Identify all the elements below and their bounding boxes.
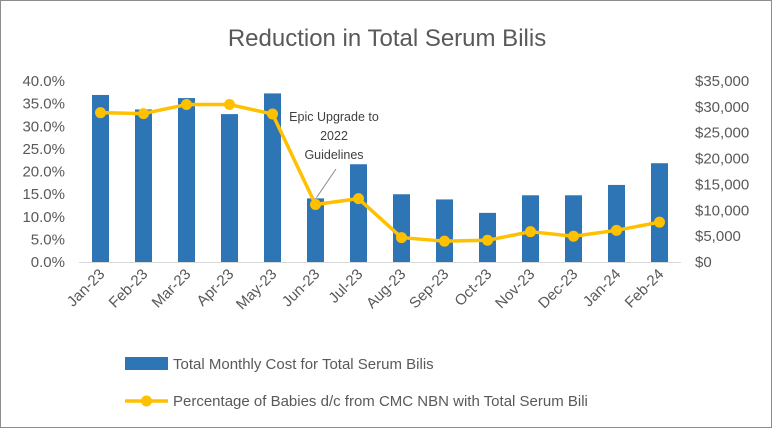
- percentage-point: [611, 224, 622, 236]
- cost-bar: [393, 194, 410, 262]
- cost-bar: [92, 94, 109, 262]
- percentage-point: [568, 230, 579, 242]
- y-right-tick-label: $20,000: [695, 151, 749, 168]
- x-tick-label: Mar-23: [149, 266, 195, 312]
- y-right-tick-label: $5,000: [695, 228, 741, 245]
- legend-bar-label: Total Monthly Cost for Total Serum Bilis: [173, 356, 434, 373]
- percentage-point: [482, 234, 493, 246]
- x-tick-label: Jun-23: [279, 266, 323, 310]
- x-tick-label: May-23: [233, 266, 280, 313]
- x-tick-label: Sep-23: [406, 266, 452, 312]
- annotation-leader-line: [316, 168, 337, 198]
- percentage-point: [353, 193, 364, 205]
- annotation-text: 2022: [320, 129, 348, 143]
- percentage-point: [138, 108, 149, 120]
- cost-bar: [264, 93, 281, 262]
- x-tick-label: Jan-23: [64, 266, 108, 310]
- x-tick-label: Apr-23: [193, 266, 237, 310]
- x-tick-label: Dec-23: [535, 266, 581, 312]
- legend-line-marker: [141, 395, 152, 407]
- y-left-tick-label: 5.0%: [31, 231, 65, 248]
- percentage-point: [654, 216, 665, 228]
- cost-bar: [221, 114, 238, 263]
- annotation-text: Guidelines: [304, 148, 363, 162]
- cost-bar: [608, 184, 625, 262]
- cost-bar: [135, 109, 152, 262]
- y-left-tick-label: 30.0%: [22, 118, 65, 135]
- cost-bar: [178, 98, 195, 263]
- x-tick-label: Aug-23: [363, 266, 409, 312]
- y-left-tick-label: 35.0%: [22, 96, 65, 113]
- cost-bar: [350, 164, 367, 262]
- x-tick-label: Nov-23: [492, 266, 538, 312]
- y-right-tick-label: $10,000: [695, 202, 749, 219]
- x-tick-label: Feb-24: [622, 266, 668, 312]
- x-tick-label: Jan-24: [580, 266, 624, 310]
- y-left-tick-label: 40.0%: [22, 73, 65, 90]
- percentage-point: [181, 99, 192, 111]
- annotation-text: Epic Upgrade to: [289, 110, 379, 124]
- y-left-tick-label: 0.0%: [31, 254, 65, 271]
- percentage-point: [439, 235, 450, 247]
- y-right-tick-label: $30,000: [695, 99, 749, 116]
- percentage-line: [100, 102, 660, 243]
- cost-bar: [565, 195, 582, 262]
- percentage-point: [224, 99, 235, 111]
- cost-bar: [307, 198, 324, 262]
- percentage-point: [95, 107, 106, 119]
- y-left-tick-label: 25.0%: [22, 141, 65, 158]
- legend-line-label: Percentage of Babies d/c from CMC NBN wi…: [173, 393, 588, 410]
- cost-bar: [436, 199, 453, 262]
- y-right-tick-label: $0: [695, 254, 712, 271]
- x-tick-label: Oct-23: [451, 266, 495, 310]
- y-left-tick-label: 10.0%: [22, 209, 65, 226]
- y-right-tick-label: $35,000: [695, 73, 749, 90]
- percentage-point: [310, 199, 321, 211]
- y-right-tick-label: $25,000: [695, 125, 749, 142]
- y-right-tick-label: $15,000: [695, 176, 749, 193]
- x-tick-label: Feb-23: [106, 266, 152, 312]
- chart-title: Reduction in Total Serum Bilis: [228, 25, 546, 52]
- x-tick-label: Jul-23: [325, 266, 366, 307]
- y-left-tick-label: 15.0%: [22, 186, 65, 203]
- percentage-point: [525, 226, 536, 238]
- y-left-tick-label: 20.0%: [22, 164, 65, 181]
- percentage-point: [267, 108, 278, 120]
- legend-bar-swatch: [125, 357, 168, 370]
- cost-bar: [651, 163, 668, 262]
- percentage-point: [396, 232, 407, 244]
